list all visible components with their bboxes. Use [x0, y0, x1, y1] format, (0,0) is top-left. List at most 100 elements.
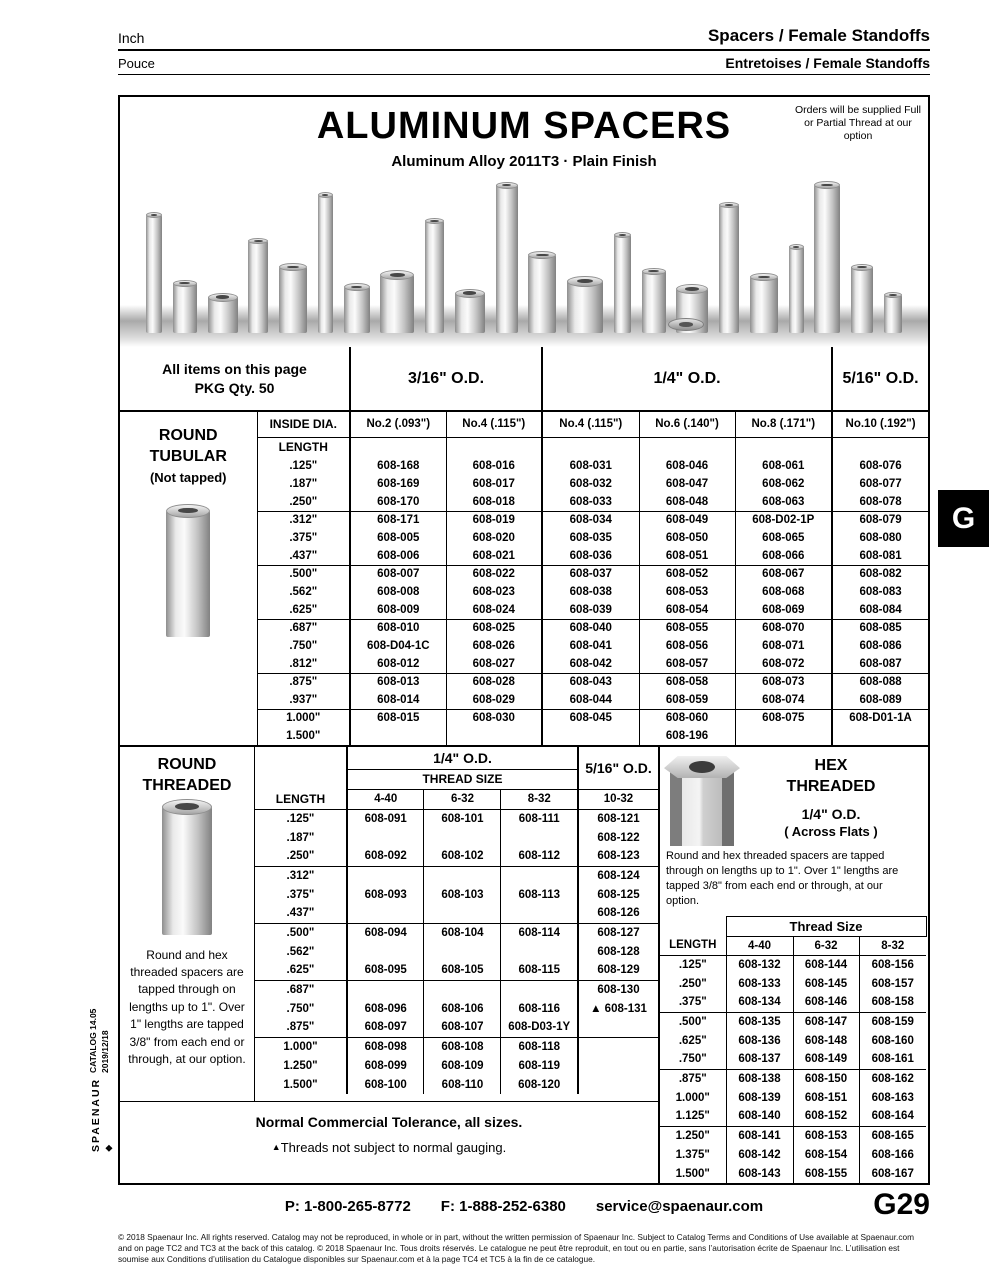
table-row: .625" 608-095 608-105 608-115 608-129: [254, 961, 658, 981]
length-cell: .125": [256, 457, 351, 475]
part-number-cell: 608-019: [445, 511, 543, 529]
table-row: .375" 608-005 608-020 608-035 608-050 608-065…: [120, 529, 929, 547]
category-title-en: Spacers / Female Standoffs: [707, 26, 930, 45]
part-number-cell: 608-051: [638, 547, 736, 566]
part-number-cell: 608-161: [858, 1050, 926, 1070]
part-number-cell: 608-018: [445, 493, 543, 512]
part-number-cell: 608-102: [423, 847, 501, 867]
part-number-cell: 608-028: [445, 673, 543, 691]
part-number-cell: 608-007: [349, 565, 447, 583]
table-row: .562" 608-128: [255, 942, 658, 961]
part-number-cell: 608-039: [541, 601, 640, 620]
part-number-cell: 608-141: [725, 1126, 793, 1145]
section-heading: ROUND TUBULAR: [149, 427, 227, 465]
part-number-cell: 608-134: [725, 993, 793, 1013]
phone-number: P: 1-800-265-8772: [284, 1198, 411, 1215]
orders-note: Orders will be supplied Full or Partial …: [794, 104, 922, 143]
hex-description: Round and hex threaded spacers are tappe…: [666, 850, 899, 907]
part-number-cell: 608-104: [423, 923, 501, 942]
part-number-cell: 608-035: [541, 529, 640, 547]
length-cell: .687": [286, 983, 315, 996]
part-number-cell: 608-041: [541, 637, 640, 655]
table-row: .812" 608-012 608-027 608-042 608-057 608-072…: [120, 655, 929, 674]
part-number-cell: 608-158: [858, 993, 926, 1013]
col-header: No.10 (.192"): [831, 411, 929, 438]
part-number-cell: 608-066: [734, 547, 833, 566]
length-cell: .500": [286, 926, 315, 939]
part-number-cell: 608-169: [349, 475, 447, 493]
col-header: 6-32: [792, 936, 859, 956]
part-number-cell: 608-045: [541, 709, 640, 727]
od-516-header: 5/16" O.D.: [831, 347, 929, 412]
part-number-cell: 608-048: [638, 493, 736, 512]
part-number-cell: 608-083: [831, 583, 929, 601]
part-number-cell: 608-077: [831, 475, 929, 493]
part-number-cell: 608-044: [541, 691, 640, 710]
table-row: .750" 608-D04-1C 608-026 608-041 608-056 608-…: [120, 637, 929, 655]
od-header-row: All items on this page PKG Qty. 50 3/16"…: [120, 347, 929, 412]
length-cell: .562": [286, 945, 315, 958]
part-number-cell: 608-081: [831, 547, 929, 566]
length-cell: 1.250": [675, 1129, 710, 1142]
part-number-cell: 608-069: [734, 601, 833, 620]
part-number-cell: 608-148: [792, 1031, 859, 1050]
part-number-cell: 608-067: [734, 565, 833, 583]
part-number-cell: 608-126: [577, 904, 658, 924]
part-number-cell: 608-005: [349, 529, 447, 547]
table-row: .375" 608-134 608-146 608-158: [660, 993, 926, 1013]
part-number-cell: 608-159: [858, 1012, 926, 1031]
part-number-cell: 608-058: [638, 673, 736, 691]
part-number-cell: 608-016: [445, 457, 543, 475]
table-row: 1.125" 608-140 608-152 608-164: [660, 1107, 926, 1127]
part-number-cell: 608-142: [725, 1145, 793, 1164]
part-number-cell: 608-020: [445, 529, 543, 547]
col-header: 4-40: [725, 936, 793, 956]
spacer-cylinder: [641, 267, 666, 333]
part-number-cell: 608-164: [858, 1107, 926, 1127]
part-number-cell: 608-144: [792, 955, 859, 974]
part-number-cell: 608-143: [725, 1164, 793, 1183]
empty-cell: [577, 1056, 658, 1075]
threaded-od-row: 1/4" O.D. 5/16" O.D.: [255, 747, 658, 790]
table-row: 1.000" 608-015 608-030 608-045 608-060 608-07…: [120, 709, 929, 727]
spacer-cylinder: [454, 288, 485, 333]
table-row: .437" 608-126: [254, 904, 658, 924]
part-number-cell: 608-078: [831, 493, 929, 512]
part-number-cell: 608-026: [445, 637, 543, 655]
part-number-cell: 608-120: [500, 1075, 578, 1094]
part-number-cell: 608-036: [541, 547, 640, 566]
part-number-cell: 608-146: [792, 993, 859, 1013]
cylinder-row: [146, 181, 902, 333]
length-cell: .500": [256, 565, 351, 583]
spacer-cylinder: [528, 251, 557, 333]
table-row: .500" 608-007 608-022 608-037 608-052 608-067…: [120, 565, 929, 583]
part-number-cell: 608-145: [792, 974, 859, 993]
part-number-cell: 608-092: [345, 847, 424, 867]
table-row: .750" 608-137 608-149 608-161: [660, 1050, 926, 1070]
empty-cell: [423, 866, 501, 885]
copyright-text: © 2018 Spaenaur Inc. All rights reserved…: [118, 1232, 914, 1264]
part-number-cell: 608-033: [541, 493, 640, 512]
masthead-row-en: Inch Spacers / Female Standoffs: [118, 26, 930, 51]
section-subnote: (Not tapped): [149, 469, 227, 485]
inside-dia-label: INSIDE DIA.: [256, 411, 351, 438]
pkg-line2: PKG Qty. 50: [194, 379, 275, 396]
part-number-cell: 608-052: [638, 565, 736, 583]
empty-cell: [345, 980, 424, 999]
thread-size-row: THREAD SIZE: [255, 769, 658, 790]
thread-size-label: THREAD SIZE: [345, 769, 580, 790]
part-number-cell: 608-055: [638, 619, 736, 637]
length-cell: .625": [256, 601, 351, 620]
length-cell: .437": [254, 904, 347, 924]
part-number-cell: 608-128: [577, 942, 658, 961]
part-number-cell: 608-023: [445, 583, 543, 601]
hex-threaded-section: HEX THREADED 1/4" O.D. ( Across Flats ) …: [660, 747, 927, 1183]
spacer-cylinder: [719, 202, 739, 333]
part-number-cell: 608-166: [858, 1145, 926, 1164]
brand-logo: SPAENAUR ❖: [90, 1077, 113, 1152]
length-cell: .125": [286, 812, 315, 825]
col-header: No.8 (.171"): [734, 411, 833, 438]
length-cell: .250": [256, 493, 351, 512]
length-cell: .375": [286, 888, 315, 901]
table-row: 1.500" 608-196: [120, 727, 929, 745]
